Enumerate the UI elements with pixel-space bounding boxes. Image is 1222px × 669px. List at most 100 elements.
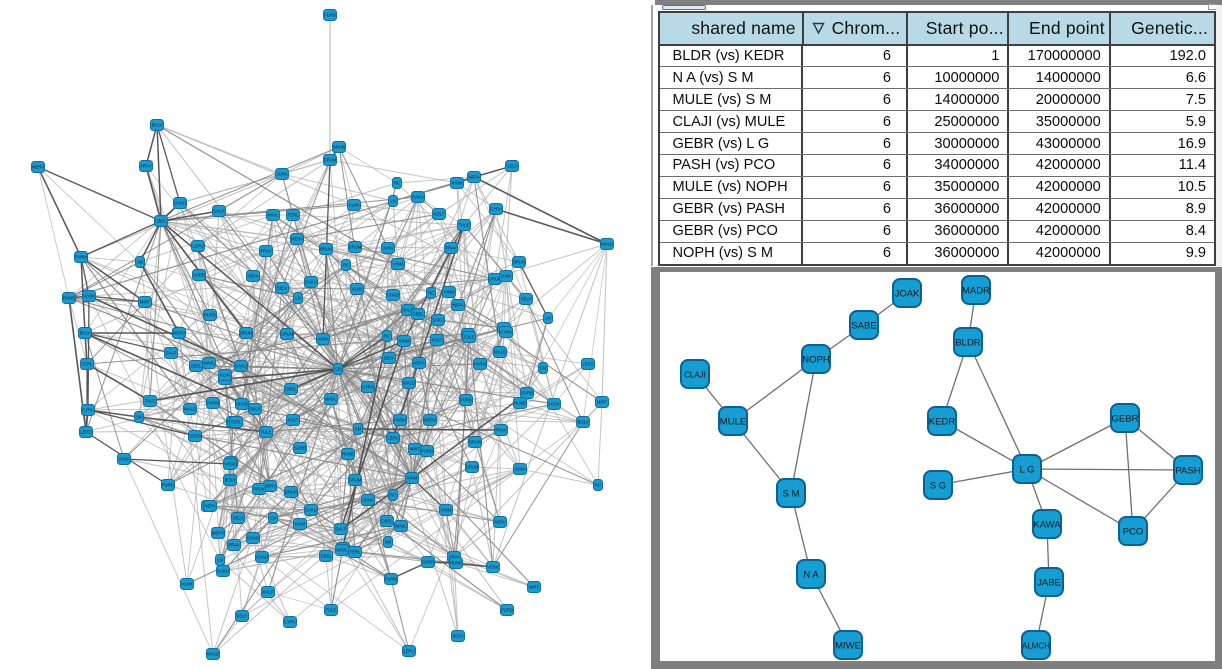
svg-text:BOLV: BOLV (152, 123, 163, 128)
svg-text:MIRT: MIRT (140, 300, 151, 305)
svg-text:DALP: DALP (263, 590, 274, 595)
svg-text:WALD: WALD (494, 350, 506, 355)
svg-text:VINM: VINM (399, 339, 410, 344)
svg-text:SAKU: SAKU (432, 318, 443, 323)
svg-text:N A: N A (803, 570, 819, 581)
svg-text:PURD: PURD (204, 313, 216, 318)
svg-text:SABE: SABE (851, 321, 876, 332)
svg-text:VINM: VINM (452, 181, 463, 186)
svg-text:MERV: MERV (32, 165, 44, 170)
svg-text:PRAV: PRAV (260, 249, 271, 254)
svg-text:KLIM: KLIM (352, 287, 362, 292)
svg-text:RC: RC (390, 493, 396, 498)
svg-text:CHAD: CHAD (236, 402, 248, 407)
svg-text:RC: RC (343, 263, 349, 268)
svg-text:SORB: SORB (189, 434, 201, 439)
svg-text:MERV: MERV (424, 418, 436, 423)
svg-text:JUNA: JUNA (277, 172, 288, 177)
svg-text:SAKU: SAKU (305, 508, 316, 513)
svg-text:GRUM: GRUM (466, 465, 479, 470)
svg-text:PRAV: PRAV (253, 487, 264, 492)
svg-text:SELV: SELV (507, 164, 518, 169)
svg-text:MERV: MERV (212, 531, 224, 536)
svg-text:KOLT: KOLT (434, 212, 445, 217)
svg-text:VOSK: VOSK (224, 462, 236, 467)
svg-text:RC: RC (384, 334, 390, 339)
svg-text:JUNA: JUNA (515, 467, 526, 472)
svg-text:TULE: TULE (145, 399, 156, 404)
svg-text:SAKU: SAKU (235, 364, 246, 369)
svg-text:PCO: PCO (1123, 527, 1144, 538)
svg-text:MERV: MERV (264, 484, 276, 489)
svg-text:TULE: TULE (464, 335, 475, 340)
svg-text:SELV: SELV (277, 286, 288, 291)
svg-text:KLIM: KLIM (182, 582, 192, 587)
svg-text:L G: L G (1020, 465, 1035, 476)
svg-text:PASH: PASH (1175, 466, 1200, 477)
svg-text:VOSK: VOSK (83, 294, 95, 299)
svg-text:NEPA: NEPA (494, 520, 505, 525)
svg-text:SORB: SORB (521, 391, 533, 396)
svg-text:SORB: SORB (193, 273, 205, 278)
svg-text:MIRT: MIRT (529, 585, 540, 590)
svg-text:SM: SM (355, 427, 362, 432)
svg-text:DALP: DALP (250, 407, 261, 412)
svg-text:MULE: MULE (720, 417, 746, 428)
svg-text:CHAD: CHAD (256, 555, 268, 560)
svg-text:PARM: PARM (474, 362, 486, 367)
svg-text:BRUN: BRUN (469, 440, 481, 445)
svg-text:NEPA: NEPA (413, 361, 424, 366)
svg-text:RC: RC (595, 483, 601, 488)
svg-text:BOLV: BOLV (225, 478, 236, 483)
svg-text:GRUM: GRUM (489, 277, 502, 282)
svg-text:BRUN: BRUN (285, 490, 297, 495)
svg-text:SELV: SELV (384, 356, 395, 361)
svg-text:TULE: TULE (459, 223, 470, 228)
svg-text:DALP: DALP (403, 308, 414, 313)
svg-text:MADR: MADR (962, 286, 990, 297)
svg-text:SORB: SORB (294, 446, 306, 451)
svg-text:NOPH: NOPH (802, 355, 830, 366)
svg-text:ALMCH: ALMCH (1022, 642, 1050, 651)
svg-text:PURD: PURD (460, 398, 472, 403)
svg-text:KAWA: KAWA (1033, 520, 1061, 531)
svg-text:KOLT: KOLT (432, 338, 443, 343)
svg-text:BRUN: BRUN (513, 260, 525, 265)
svg-text:OBEL: OBEL (285, 387, 297, 392)
svg-text:JABE: JABE (1037, 578, 1061, 589)
svg-text:BRUN: BRUN (320, 247, 332, 252)
svg-text:SM: SM (385, 540, 392, 545)
svg-text:KLIM: KLIM (220, 373, 230, 378)
svg-text:NEPA: NEPA (204, 504, 215, 509)
svg-text:LEPO: LEPO (192, 244, 204, 249)
svg-text:BRUN: BRUN (333, 145, 345, 150)
svg-text:PURD: PURD (501, 608, 513, 613)
svg-text:MAVL: MAVL (395, 524, 407, 529)
svg-text:LN: LN (295, 296, 300, 301)
svg-text:KOLT: KOLT (288, 418, 299, 423)
svg-text:MERV: MERV (173, 331, 185, 336)
svg-text:LEPO: LEPO (387, 436, 399, 441)
svg-text:DALP: DALP (214, 209, 225, 214)
svg-text:LN: LN (545, 316, 550, 321)
svg-text:OBEL: OBEL (155, 219, 167, 224)
svg-text:CYRA: CYRA (362, 385, 374, 390)
svg-text:OBEL: OBEL (190, 364, 202, 369)
svg-text:PARM: PARM (385, 577, 397, 582)
svg-text:PURD: PURD (324, 13, 336, 18)
svg-text:TERL: TERL (288, 213, 299, 218)
svg-text:DALP: DALP (336, 527, 347, 532)
svg-text:S G: S G (930, 481, 946, 492)
svg-text:CYRA: CYRA (82, 408, 94, 413)
svg-text:KOLT: KOLT (237, 614, 248, 619)
svg-text:PRAV: PRAV (495, 428, 506, 433)
svg-text:MAVL: MAVL (336, 548, 348, 553)
svg-text:LN: LN (217, 558, 222, 563)
svg-text:TERL: TERL (350, 550, 361, 555)
svg-text:LN: LN (335, 367, 340, 372)
svg-text:SELV: SELV (521, 297, 532, 302)
svg-text:KLIM: KLIM (295, 522, 305, 527)
svg-text:GRUM: GRUM (324, 158, 337, 163)
svg-text:LEPO: LEPO (582, 362, 594, 367)
svg-text:CHAD: CHAD (174, 201, 186, 206)
